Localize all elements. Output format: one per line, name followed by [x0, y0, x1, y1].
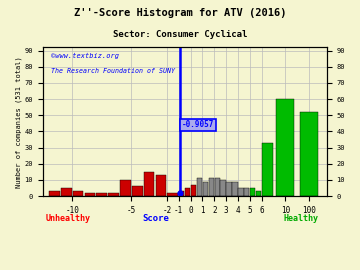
- Text: The Research Foundation of SUNY: The Research Foundation of SUNY: [51, 68, 175, 74]
- Bar: [61, 188, 72, 196]
- Bar: [96, 193, 107, 196]
- Bar: [132, 186, 143, 196]
- Bar: [167, 193, 178, 196]
- Bar: [276, 99, 294, 196]
- Bar: [185, 188, 190, 196]
- Bar: [215, 178, 220, 196]
- Text: Unhealthy: Unhealthy: [46, 214, 91, 223]
- Bar: [250, 188, 255, 196]
- Bar: [49, 191, 60, 196]
- Bar: [108, 193, 119, 196]
- Y-axis label: Number of companies (531 total): Number of companies (531 total): [15, 56, 22, 188]
- Bar: [203, 181, 208, 196]
- Bar: [238, 188, 244, 196]
- Text: Healthy: Healthy: [284, 214, 319, 223]
- Text: Score: Score: [143, 214, 170, 223]
- Bar: [209, 178, 214, 196]
- Bar: [300, 112, 318, 196]
- Bar: [144, 172, 154, 196]
- Text: Sector: Consumer Cyclical: Sector: Consumer Cyclical: [113, 30, 247, 39]
- Bar: [262, 143, 274, 196]
- Bar: [191, 185, 196, 196]
- Bar: [156, 175, 166, 196]
- Text: -0.9057: -0.9057: [181, 120, 214, 129]
- Bar: [120, 180, 131, 196]
- Bar: [73, 191, 84, 196]
- Bar: [226, 181, 232, 196]
- Text: Z''-Score Histogram for ATV (2016): Z''-Score Histogram for ATV (2016): [74, 8, 286, 18]
- Text: ©www.textbiz.org: ©www.textbiz.org: [51, 53, 119, 59]
- Bar: [179, 191, 184, 196]
- Bar: [85, 193, 95, 196]
- Bar: [197, 178, 202, 196]
- Bar: [232, 181, 238, 196]
- Bar: [244, 188, 249, 196]
- Bar: [220, 180, 226, 196]
- Bar: [256, 191, 261, 196]
